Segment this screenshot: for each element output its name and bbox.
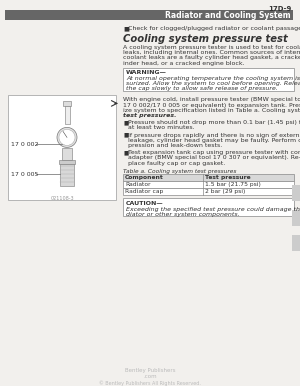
Bar	[292, 235, 300, 251]
Text: 2 bar (29 psi): 2 bar (29 psi)	[206, 189, 246, 194]
Text: diator or other system components.: diator or other system components.	[126, 212, 240, 217]
Bar	[123, 68, 294, 91]
Circle shape	[59, 129, 75, 146]
Text: at least two minutes.: at least two minutes.	[128, 125, 195, 130]
Bar	[63, 102, 71, 107]
Text: Component: Component	[125, 175, 164, 180]
Text: 021108-3: 021108-3	[50, 196, 74, 201]
Text: 17D-9: 17D-9	[268, 6, 292, 12]
Bar	[64, 107, 70, 124]
Text: surized. Allow the system to cool before opening. Release: surized. Allow the system to cool before…	[126, 81, 300, 86]
Text: 17 0 005: 17 0 005	[11, 172, 38, 177]
Text: pression and leak-down tests.: pression and leak-down tests.	[128, 143, 222, 148]
Text: Exceeding the specified test pressure could damage the ra-: Exceeding the specified test pressure co…	[126, 207, 300, 212]
Text: With engine cold, install pressure tester (BMW special tools: With engine cold, install pressure teste…	[123, 97, 300, 102]
Text: ■: ■	[123, 150, 128, 155]
Text: Radiator: Radiator	[125, 182, 151, 187]
Bar	[8, 95, 116, 200]
Text: adapter (BMW special tool 17 0 307 or equivalent). Re-: adapter (BMW special tool 17 0 307 or eq…	[128, 156, 300, 161]
Bar	[62, 148, 72, 161]
Text: ■: ■	[123, 120, 128, 125]
Bar	[123, 198, 294, 216]
Text: Radiator and Cooling System: Radiator and Cooling System	[165, 10, 291, 20]
Text: Radiator cap: Radiator cap	[125, 189, 163, 194]
Text: inder head, or a cracked engine block.: inder head, or a cracked engine block.	[123, 61, 244, 66]
Bar	[123, 174, 294, 181]
Text: test pressures.: test pressures.	[123, 113, 176, 118]
Bar	[292, 185, 300, 201]
Bar	[5, 10, 293, 20]
Text: ize system to specification listed in Table a. Cooling system: ize system to specification listed in Ta…	[123, 108, 300, 113]
Text: leaks, including internal ones. Common sources of internal: leaks, including internal ones. Common s…	[123, 50, 300, 55]
Text: Cooling system pressure test: Cooling system pressure test	[123, 34, 288, 44]
Text: Pressure should not drop more than 0.1 bar (1.45 psi) for: Pressure should not drop more than 0.1 b…	[128, 120, 300, 125]
Text: 1.5 bar (21.75 psi): 1.5 bar (21.75 psi)	[206, 182, 261, 187]
Bar	[123, 188, 294, 195]
Text: .com: .com	[143, 374, 157, 379]
Text: 17 0 002/17 0 005 or equivalent) to expansion tank. Pressure-: 17 0 002/17 0 005 or equivalent) to expa…	[123, 103, 300, 108]
Bar	[60, 164, 74, 186]
Text: CAUTION—: CAUTION—	[126, 201, 164, 206]
Bar	[292, 210, 300, 226]
Text: Test expansion tank cap using pressure tester with correct: Test expansion tank cap using pressure t…	[128, 150, 300, 155]
Bar	[123, 181, 294, 188]
Text: Bentley Publishers: Bentley Publishers	[125, 368, 175, 373]
Text: A cooling system pressure tester is used to test for coolant: A cooling system pressure tester is used…	[123, 45, 300, 50]
Bar	[59, 161, 75, 164]
Text: place faulty cap or cap gasket.: place faulty cap or cap gasket.	[128, 161, 225, 166]
Text: coolant leaks are a faulty cylinder head gasket, a cracked cyl-: coolant leaks are a faulty cylinder head…	[123, 56, 300, 60]
Text: Table a. Cooling system test pressures: Table a. Cooling system test pressures	[123, 169, 236, 174]
Text: Check for clogged/plugged radiator or coolant passages.: Check for clogged/plugged radiator or co…	[128, 26, 300, 31]
Text: ■: ■	[123, 133, 128, 137]
Text: If pressure drops rapidly and there is no sign of external: If pressure drops rapidly and there is n…	[128, 133, 300, 137]
Circle shape	[57, 127, 77, 147]
Text: leakage, cylinder head gasket may be faulty. Perform com-: leakage, cylinder head gasket may be fau…	[128, 138, 300, 143]
Text: 17 0 002: 17 0 002	[11, 142, 38, 147]
Text: At normal operating temperature the cooling system is pres-: At normal operating temperature the cool…	[126, 76, 300, 81]
Text: WARNING—: WARNING—	[126, 70, 167, 75]
Text: ■: ■	[123, 26, 129, 31]
Text: the cap slowly to allow safe release of pressure.: the cap slowly to allow safe release of …	[126, 86, 278, 91]
Text: Test pressure: Test pressure	[206, 175, 251, 180]
Text: © Bentley Publishers All Rights Reserved.: © Bentley Publishers All Rights Reserved…	[99, 380, 201, 386]
